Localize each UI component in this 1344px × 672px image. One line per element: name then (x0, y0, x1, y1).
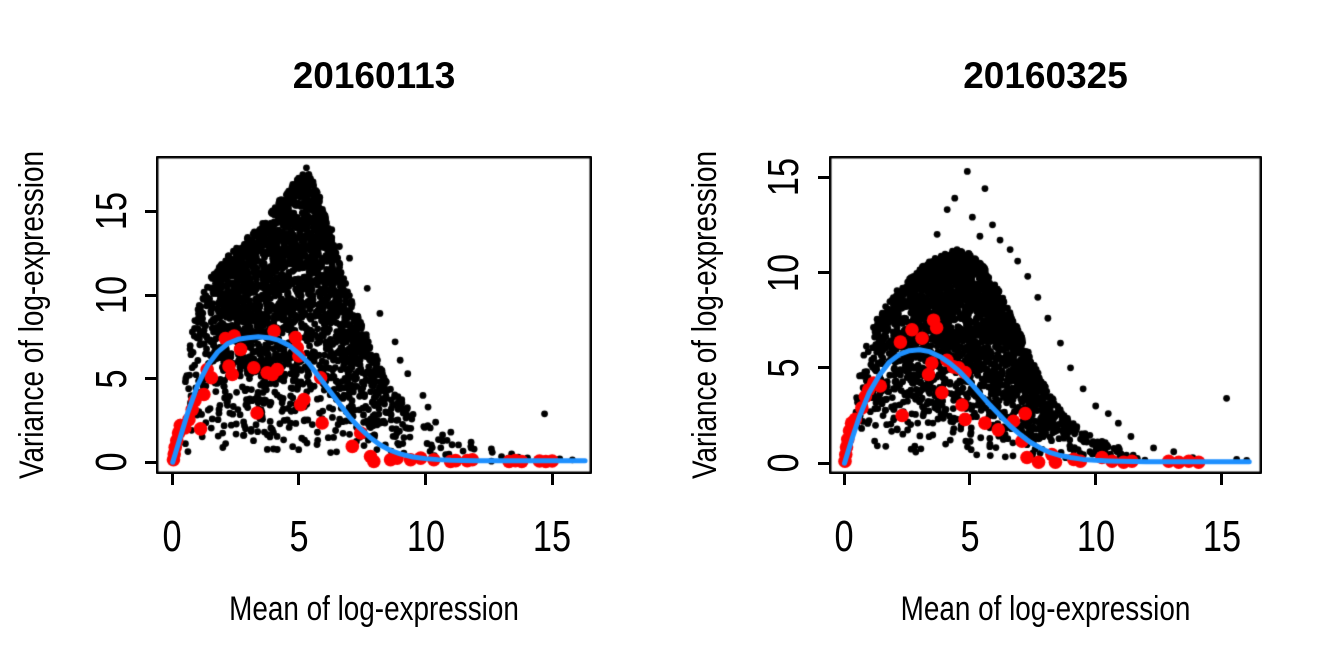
y-tick-label: 10 (759, 253, 808, 292)
y-tick-label: 15 (87, 192, 136, 231)
x-tick-mark (297, 474, 301, 485)
panel-1-title: 20160113 (292, 55, 456, 96)
panel-2-x-axis-label: Mean of log-expression (900, 590, 1191, 628)
x-tick-label: 0 (162, 512, 182, 561)
panel-1-x-axis-label: Mean of log-expression (229, 590, 519, 628)
x-tick-label: 0 (834, 512, 854, 561)
y-tick-mark (145, 293, 156, 297)
y-tick-mark (145, 460, 156, 464)
y-tick-label: 10 (87, 275, 136, 315)
y-tick-mark (145, 209, 156, 213)
panel-2-plot-area (829, 156, 1262, 474)
y-tick-mark (818, 271, 829, 274)
x-tick-mark (1220, 474, 1224, 485)
x-tick-mark (550, 474, 554, 485)
panel-1-plot-area (156, 156, 592, 474)
x-tick-label: 15 (533, 512, 572, 561)
x-tick-mark (842, 474, 846, 485)
x-tick-label: 10 (406, 512, 445, 561)
x-tick-mark (968, 474, 972, 485)
panel-2-y-axis-label: Variance of log-expression (686, 150, 724, 480)
x-tick-label: 5 (289, 512, 309, 561)
panel-1-y-axis-label: Variance of log-expression (13, 150, 51, 480)
x-tick-label: 5 (960, 512, 980, 561)
x-tick-label: 15 (1202, 512, 1241, 561)
y-tick-mark (818, 461, 829, 465)
panel-2-title: 20160325 (963, 55, 1128, 96)
x-tick-mark (1094, 474, 1098, 485)
y-tick-label: 15 (759, 158, 808, 197)
x-tick-mark (170, 474, 174, 485)
y-tick-label: 5 (759, 358, 808, 378)
y-tick-label: 5 (87, 369, 136, 389)
y-tick-label: 0 (759, 453, 808, 473)
x-tick-label: 10 (1076, 512, 1115, 561)
y-tick-mark (818, 175, 829, 179)
x-tick-mark (424, 474, 427, 485)
y-tick-mark (145, 377, 156, 381)
y-tick-label: 0 (87, 452, 136, 472)
y-tick-mark (818, 366, 829, 370)
